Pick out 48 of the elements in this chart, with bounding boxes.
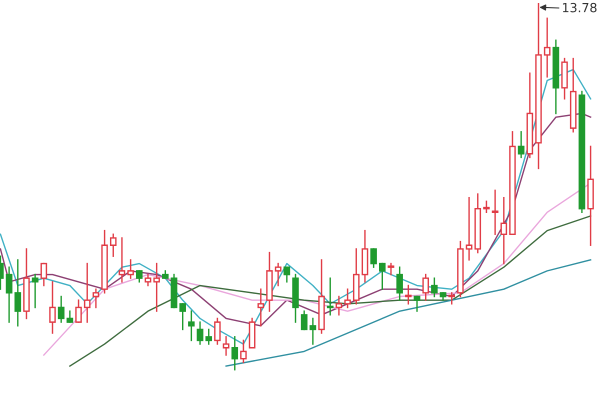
candlestick xyxy=(326,278,334,316)
candlestick xyxy=(518,131,524,158)
annotation: 13.78 xyxy=(562,2,597,12)
candlestick xyxy=(492,190,498,235)
candlestick xyxy=(370,248,377,268)
candlestick xyxy=(136,270,143,283)
candlestick xyxy=(310,318,316,345)
candlestick xyxy=(231,336,238,370)
candlestick xyxy=(92,288,100,308)
candlestick xyxy=(544,18,550,78)
candlestick xyxy=(188,310,195,342)
candlestick xyxy=(414,296,420,312)
candlestick xyxy=(284,266,290,283)
candlestick xyxy=(58,296,64,323)
candlestick xyxy=(500,196,508,264)
candlestick xyxy=(196,321,204,345)
candlestick xyxy=(179,303,186,330)
candlestick xyxy=(222,336,230,356)
candlestick xyxy=(448,292,456,305)
candlestick xyxy=(75,299,82,323)
candlestick xyxy=(483,200,490,214)
candlestick xyxy=(49,281,56,334)
candlestick xyxy=(144,274,152,286)
candlestick xyxy=(300,310,308,330)
candlestick xyxy=(118,237,126,283)
candlestick xyxy=(422,274,429,301)
candlestick xyxy=(240,340,247,364)
candlestick xyxy=(127,259,134,279)
candlestick xyxy=(6,266,12,323)
candlestick xyxy=(379,262,386,290)
candlestick xyxy=(84,262,91,323)
candlestick xyxy=(257,288,264,326)
candlestick xyxy=(40,262,48,286)
candlestick xyxy=(110,234,117,257)
candlestick xyxy=(396,266,403,301)
candlestick xyxy=(274,262,282,286)
candlestick xyxy=(205,328,212,345)
candlestick xyxy=(466,196,472,261)
candlestick xyxy=(214,318,221,345)
candlestick xyxy=(66,310,74,323)
candlestick xyxy=(431,278,438,298)
candlestick xyxy=(336,296,342,316)
candlestick xyxy=(405,284,412,305)
candlestick xyxy=(153,262,160,312)
candlestick xyxy=(14,259,22,326)
candlestick xyxy=(32,274,38,308)
candlestick xyxy=(344,288,351,308)
candlestick xyxy=(388,262,394,276)
